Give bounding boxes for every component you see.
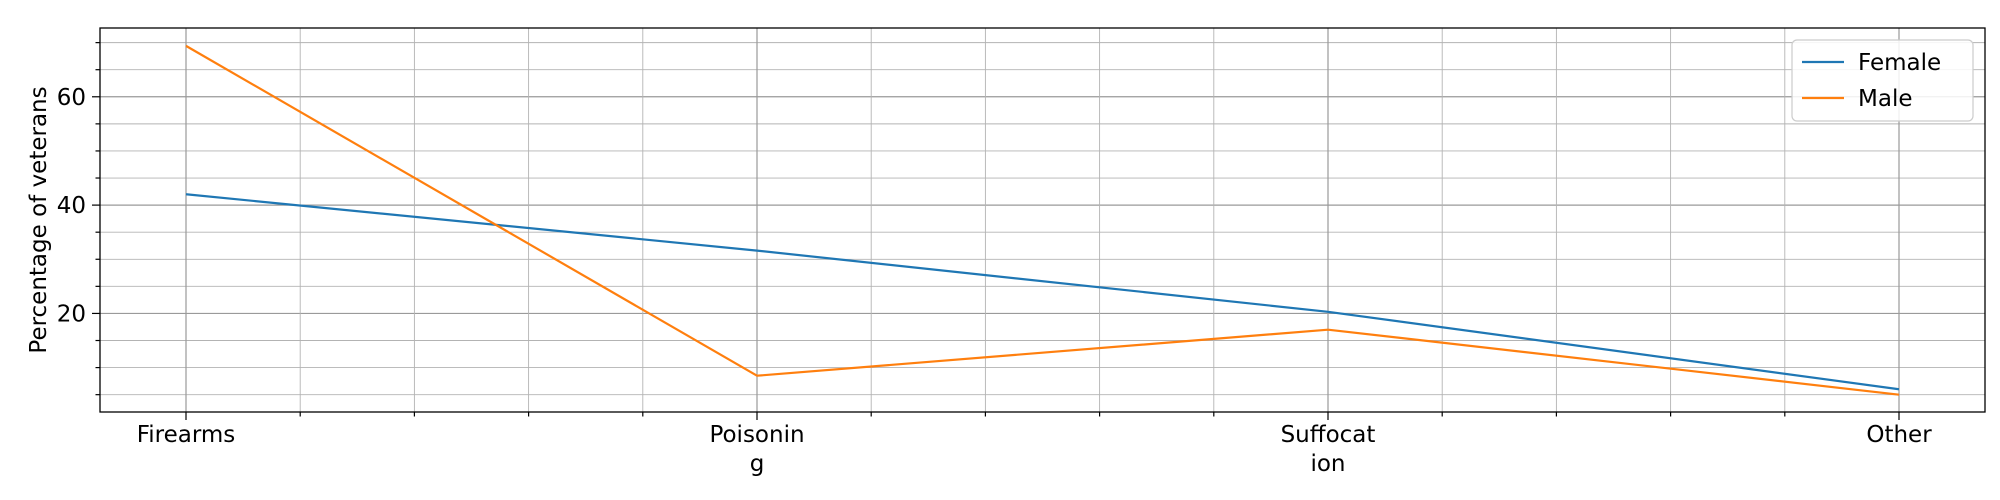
series-line-male [185, 44, 1900, 396]
legend-label: Female [1858, 50, 1941, 76]
series-line-female [185, 193, 1900, 391]
legend: Female Male [1791, 39, 1974, 122]
x-tick-label: Poisonin [709, 422, 804, 448]
x-tick-label: g [750, 451, 765, 477]
x-tick-label: Firearms [137, 422, 236, 448]
x-tick-label: Suffocat [1281, 422, 1376, 448]
y-tick-label: 60 [57, 85, 86, 111]
plot-frame [99, 27, 1986, 413]
legend-label: Male [1858, 86, 1912, 112]
x-tick-label: ion [1310, 451, 1345, 477]
x-tick-label: Other [1866, 422, 1932, 448]
series-lines [185, 44, 1900, 396]
axis-ticks: 20 40 60 Firearms Poisonin g Suffocat ion Other [57, 42, 1932, 477]
legend-box [1791, 39, 1974, 122]
y-axis-title: Percentage of veterans [26, 86, 52, 353]
y-tick-label: 40 [57, 193, 86, 219]
y-tick-label: 20 [57, 301, 86, 327]
